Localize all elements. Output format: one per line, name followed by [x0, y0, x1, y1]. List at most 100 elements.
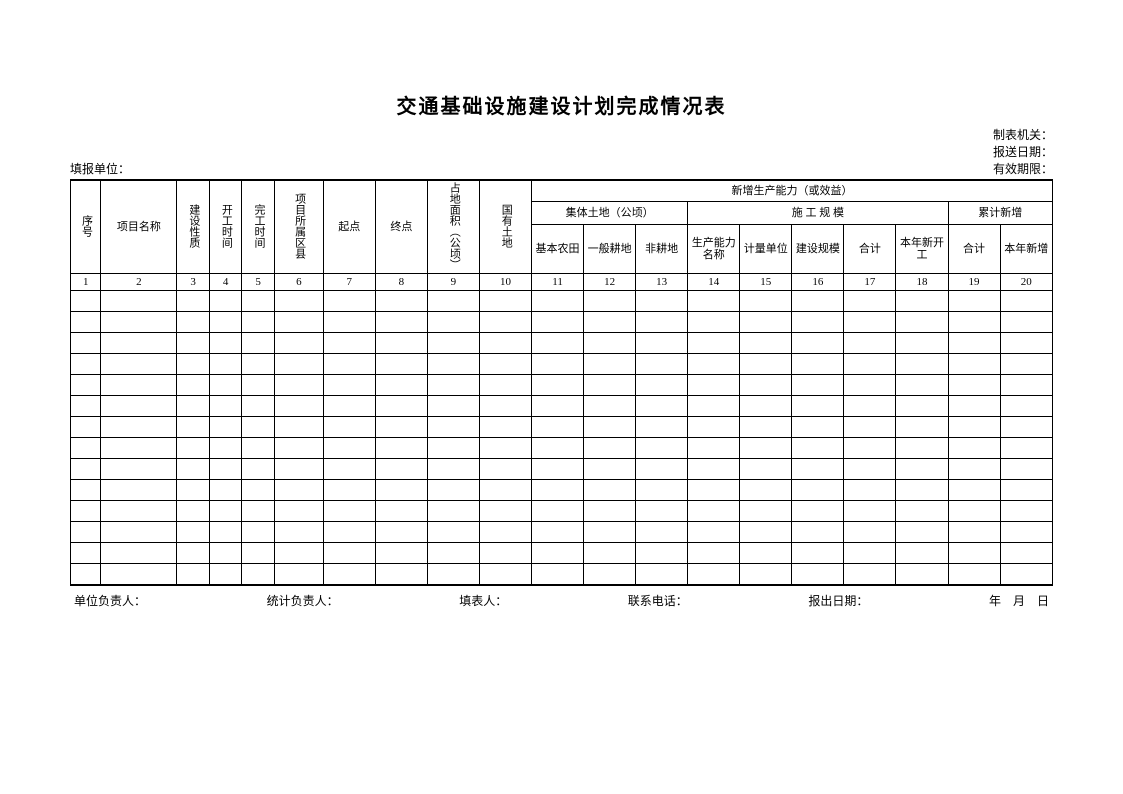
table-cell — [792, 396, 844, 417]
col-collective-land: 集体土地（公顷） — [566, 207, 654, 219]
table-cell — [427, 438, 479, 459]
table-cell — [427, 522, 479, 543]
colnum: 9 — [427, 274, 479, 291]
table-cell — [532, 333, 584, 354]
unit-leader-label: 单位负责人： — [74, 592, 146, 609]
table-cell — [896, 459, 948, 480]
table-cell — [209, 396, 242, 417]
table-cell — [177, 438, 210, 459]
table-cell — [948, 312, 1000, 333]
table-cell — [209, 354, 242, 375]
table-cell — [688, 375, 740, 396]
col-this-year-new: 本年新增 — [1004, 243, 1048, 255]
table-cell — [375, 396, 427, 417]
table-cell — [1000, 375, 1052, 396]
table-cell — [177, 291, 210, 312]
table-cell — [584, 354, 636, 375]
table-cell — [274, 522, 323, 543]
table-cell — [177, 480, 210, 501]
table-cell — [209, 459, 242, 480]
table-cell — [209, 480, 242, 501]
table-cell — [740, 522, 792, 543]
table-cell — [242, 417, 275, 438]
table-cell — [688, 459, 740, 480]
table-cell — [1000, 312, 1052, 333]
col-basic-farmland: 基本农田 — [536, 243, 580, 255]
table-row — [71, 417, 1053, 438]
table-cell — [688, 312, 740, 333]
table-cell — [1000, 564, 1052, 586]
table-cell — [688, 501, 740, 522]
table-cell — [896, 543, 948, 564]
table-cell — [532, 480, 584, 501]
table-cell — [274, 501, 323, 522]
report-date-label: 报送日期： — [993, 144, 1053, 161]
table-cell — [101, 312, 177, 333]
col-heji2: 合计 — [963, 243, 985, 255]
table-cell — [792, 501, 844, 522]
table-cell — [427, 417, 479, 438]
table-cell — [896, 291, 948, 312]
table-cell — [948, 522, 1000, 543]
table-cell — [688, 522, 740, 543]
table-cell — [948, 438, 1000, 459]
table-body — [71, 291, 1053, 586]
table-cell — [71, 417, 101, 438]
table-cell — [584, 543, 636, 564]
table-cell — [101, 291, 177, 312]
table-cell — [177, 564, 210, 586]
table-cell — [740, 564, 792, 586]
table-cell — [101, 354, 177, 375]
table-cell — [636, 501, 688, 522]
table-cell — [177, 333, 210, 354]
table-cell — [740, 438, 792, 459]
table-row — [71, 312, 1053, 333]
table-cell — [844, 522, 896, 543]
table-cell — [375, 522, 427, 543]
table-row — [71, 459, 1053, 480]
table-cell — [242, 375, 275, 396]
table-cell — [1000, 417, 1052, 438]
table-cell — [479, 375, 531, 396]
colnum: 4 — [209, 274, 242, 291]
agency-label: 制表机关： — [993, 127, 1053, 144]
table-cell — [375, 480, 427, 501]
colnum: 11 — [532, 274, 584, 291]
meta-row: 填报单位： 制表机关： 报送日期： 有效期限： — [70, 127, 1053, 177]
table-cell — [274, 564, 323, 586]
col-capacity-name: 生产能力名称 — [692, 237, 736, 262]
table-cell — [896, 312, 948, 333]
table-cell — [242, 501, 275, 522]
table-cell — [177, 543, 210, 564]
col-zhongdian: 终点 — [390, 221, 412, 233]
table-cell — [479, 438, 531, 459]
table-cell — [427, 501, 479, 522]
filler-label: 填表人： — [459, 592, 507, 609]
table-cell — [101, 375, 177, 396]
table-cell — [584, 438, 636, 459]
table-cell — [584, 375, 636, 396]
table-cell — [242, 543, 275, 564]
table-cell — [740, 375, 792, 396]
table-cell — [1000, 354, 1052, 375]
report-out-label: 报出日期： — [808, 592, 868, 609]
table-cell — [1000, 438, 1052, 459]
table-cell — [323, 333, 375, 354]
table-cell — [948, 375, 1000, 396]
table-cell — [479, 564, 531, 586]
table-cell — [532, 543, 584, 564]
table-cell — [740, 354, 792, 375]
col-end-time: 完工时间 — [252, 204, 264, 248]
table-cell — [479, 543, 531, 564]
table-cell — [375, 417, 427, 438]
table-cell — [740, 333, 792, 354]
table-cell — [896, 564, 948, 586]
table-row — [71, 354, 1053, 375]
table-cell — [427, 459, 479, 480]
table-cell — [636, 312, 688, 333]
table-cell — [274, 312, 323, 333]
table-cell — [323, 480, 375, 501]
col-state-land: 国有土地 — [500, 204, 512, 248]
table-cell — [1000, 501, 1052, 522]
table-cell — [323, 312, 375, 333]
